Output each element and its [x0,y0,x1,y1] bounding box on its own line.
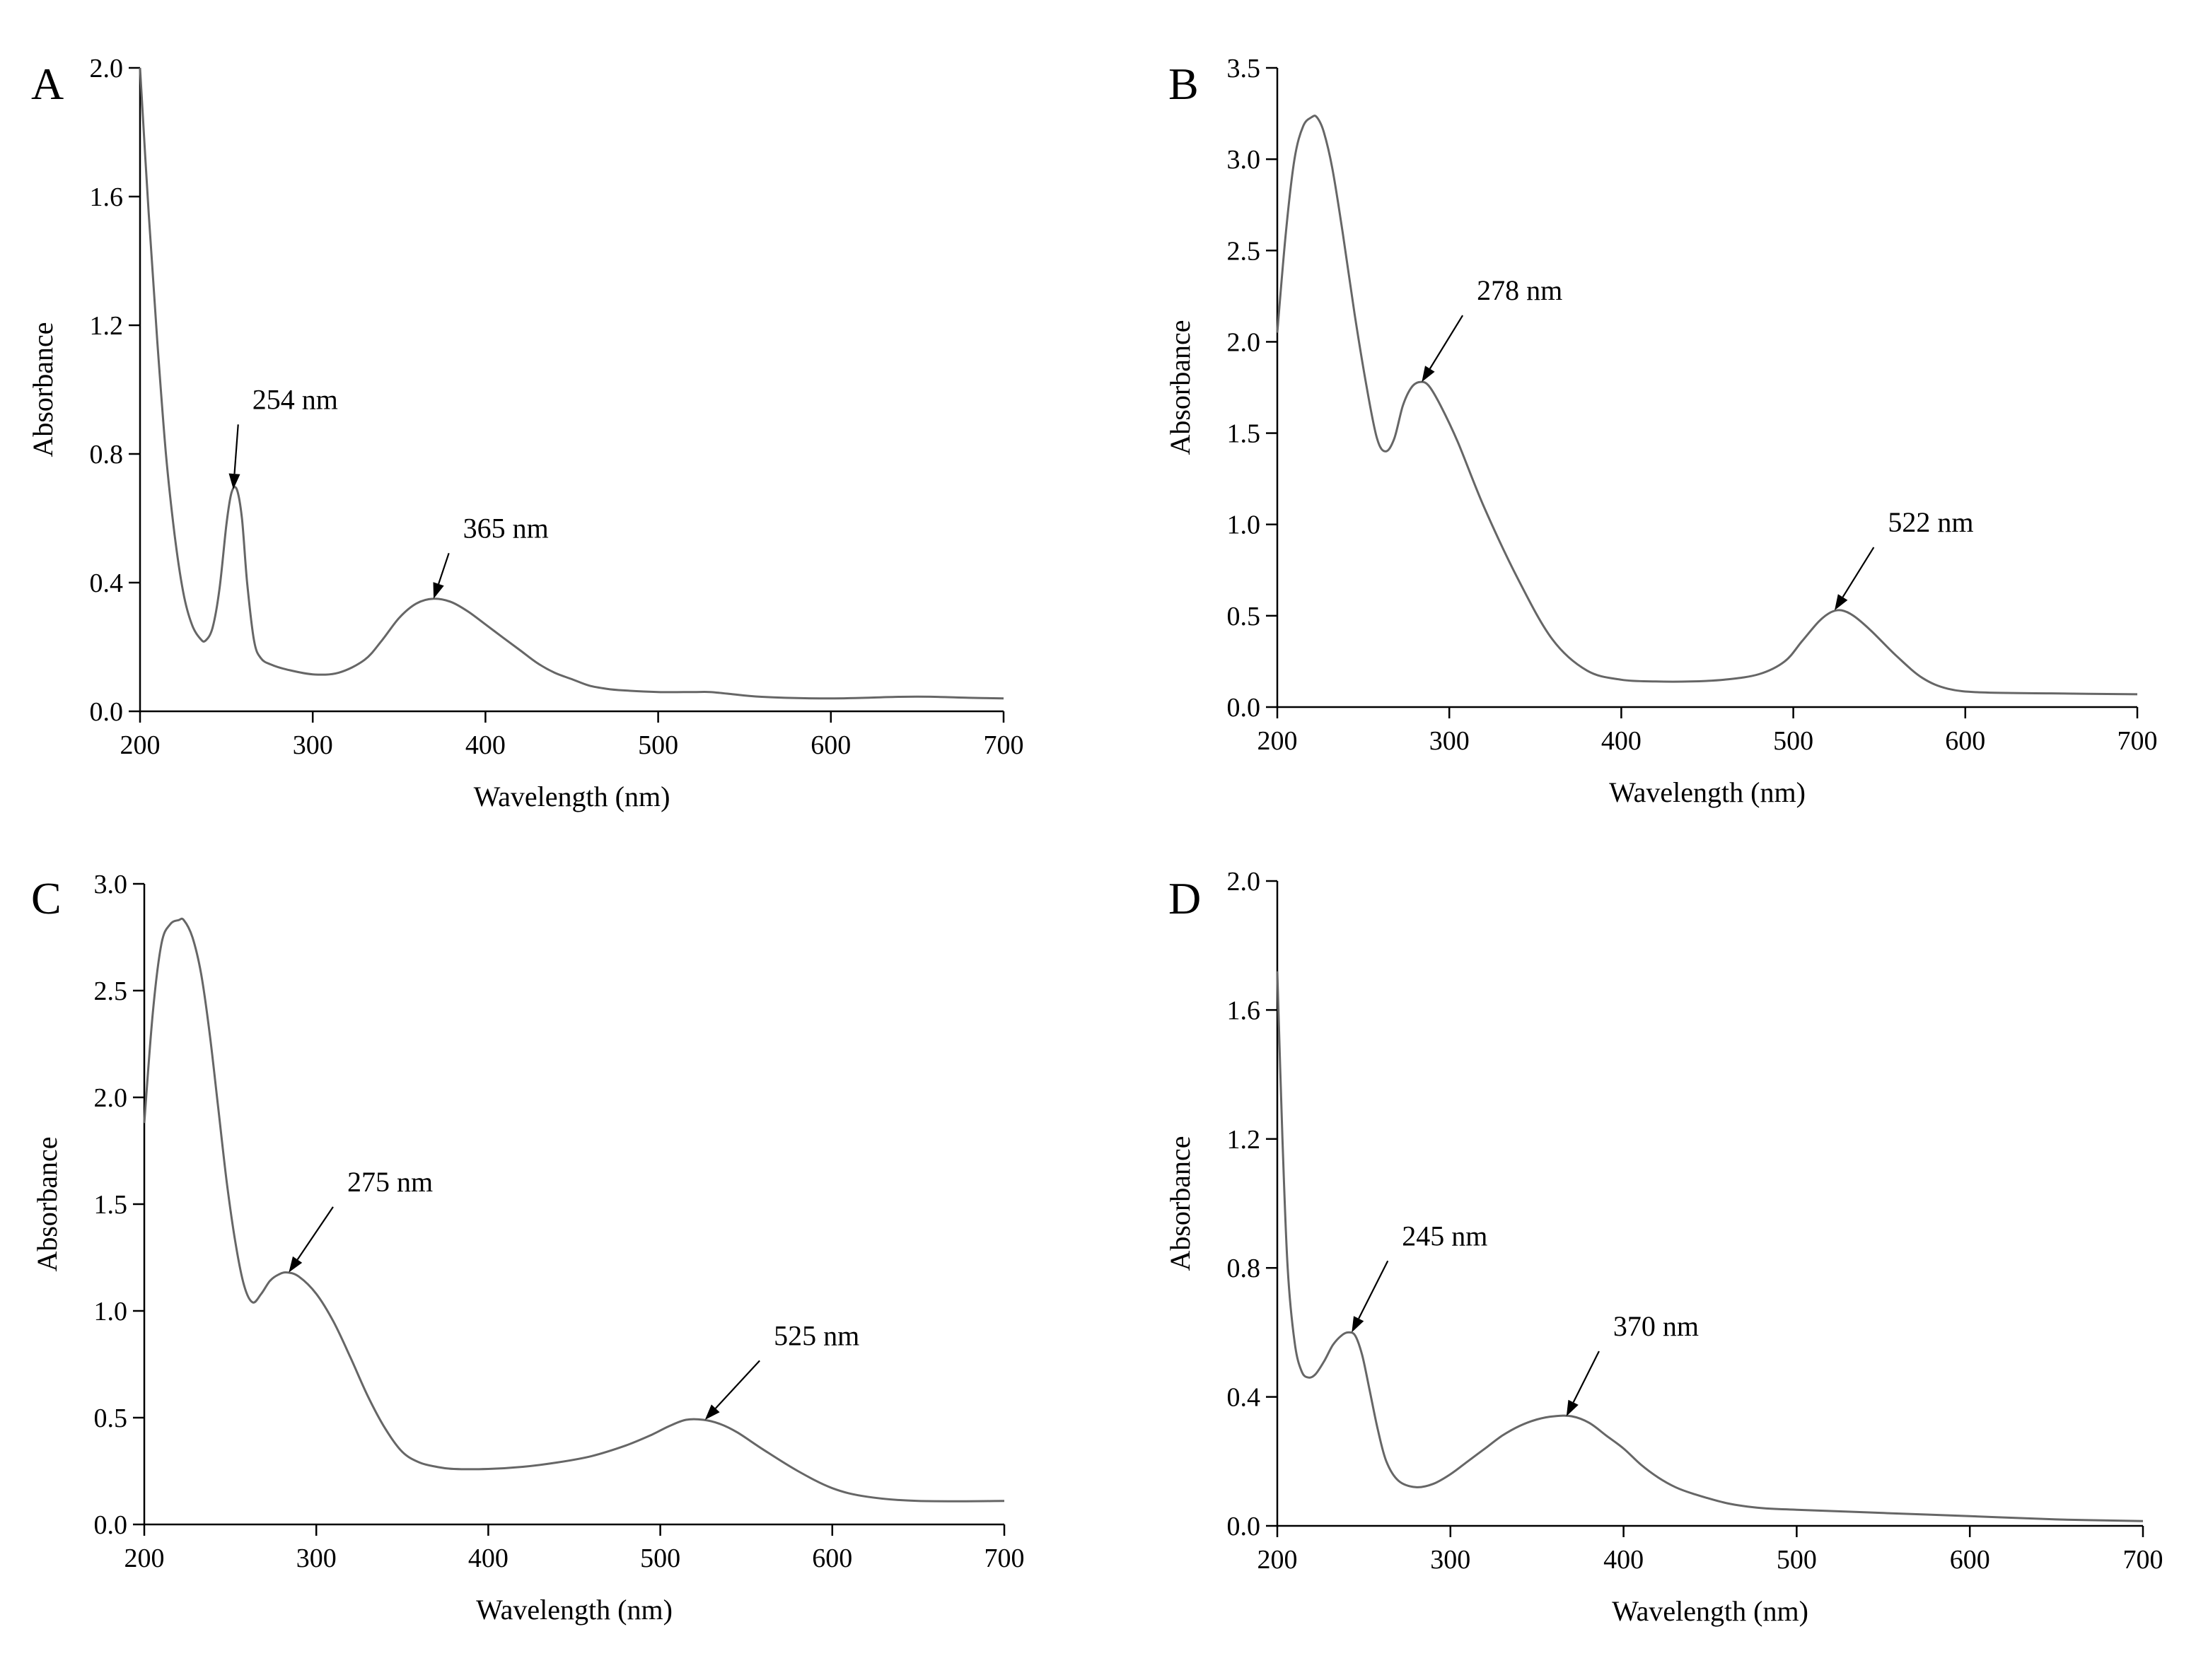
panel-a-annotation-arrowhead [433,582,444,599]
panel-c-x-tick-label: 300 [296,1544,337,1573]
panel-b-annotation-arrowhead [1835,594,1848,611]
panel-c-x-axis-title: Wavelength (nm) [476,1594,673,1626]
panel-c-peak-label-2: 525 nm [774,1319,859,1351]
panel-d-y-tick-label: 0.8 [1227,1254,1261,1283]
panel-a-x-tick-label: 700 [984,730,1024,760]
panel-a-spectrum-line [139,67,1004,700]
panel-c-x-tick-label: 600 [812,1544,852,1573]
panel-b: B 200 300 400 500 600 700 0.0 0.5 1.0 1.5 2.0 2.5 3.0… [1164,54,2158,808]
panel-b-peak-label-1: 278 nm [1477,274,1562,306]
panel-b-x-tick-label: 200 [1257,726,1298,756]
panel-d-x-tick-label: 200 [1257,1545,1298,1575]
panel-a-letter: A [31,59,64,109]
panel-d-spectrum-line [1276,971,2144,1522]
panel-c-x-tick-label: 200 [124,1544,165,1573]
panel-b-y-tick-label: 3.0 [1227,145,1261,175]
panel-b-x-tick-label: 400 [1601,726,1642,756]
panel-d-annotation-arrow [1358,1260,1389,1319]
panel-b-y-tick-label: 0.0 [1227,693,1261,723]
panel-a-y-axis-title: Absorbance [27,322,59,457]
panel-b-y-tick-label: 2.5 [1227,236,1261,266]
panel-a-y-tick-label: 1.2 [90,311,124,341]
panel-b-y-tick-label: 0.5 [1227,602,1261,631]
panel-a-annotation-arrowhead [228,473,240,489]
panel-b-y-tick-label: 1.5 [1227,419,1261,449]
panel-b-spectrum-line [1276,115,2138,696]
panel-b-peak-label-2: 522 nm [1888,506,1973,538]
panel-b-y-tick-label: 2.0 [1227,327,1261,357]
panel-b-annotation-arrow [1429,315,1464,370]
panel-c-annotation-arrow [296,1206,334,1261]
panel-c-x-tick-label: 400 [468,1544,509,1573]
panel-d-x-axis-title: Wavelength (nm) [1612,1595,1808,1627]
panel-d-y-tick-label: 0.4 [1227,1383,1261,1413]
panel-d-y-tick-label: 2.0 [1227,867,1261,897]
panel-d-x-tick-label: 600 [1950,1545,1990,1575]
panel-b-letter: B [1168,59,1199,109]
panel-d-y-tick-label: 0.0 [1227,1512,1261,1541]
panel-d-x-tick-label: 400 [1603,1545,1644,1575]
panel-a-y-tick-label: 1.6 [90,182,124,212]
panel-a-x-tick-label: 200 [120,730,161,760]
panel-c-spectrum-line [143,917,1005,1503]
panel-c: C 200 300 400 500 600 700 0.0 0.5 1.0 1.5 2.0 2.5 3.0… [31,870,1025,1626]
panel-d-x-tick-label: 500 [1777,1545,1817,1575]
panel-c-annotation-arrowhead [704,1404,720,1420]
panel-b-x-tick-label: 500 [1773,726,1813,756]
panel-d-letter: D [1168,873,1201,923]
panel-c-letter: C [31,873,62,923]
panel-a-x-tick-label: 600 [811,730,851,760]
panel-c-y-tick-label: 2.0 [94,1083,128,1113]
panel-b-x-tick-label: 700 [2117,726,2158,756]
panel-b-x-tick-label: 600 [1945,726,1985,756]
panel-d-peak-label-2: 370 nm [1613,1310,1699,1342]
panel-d-y-tick-label: 1.2 [1227,1125,1261,1155]
panel-c-annotation-arrowhead [289,1256,303,1273]
panel-b-x-tick-label: 300 [1429,726,1470,756]
panel-d-y-axis-title: Absorbance [1164,1136,1196,1271]
panel-b-annotation-arrow [1842,547,1875,598]
panel-d-annotation-arrowhead [1566,1399,1579,1416]
panel-c-peak-label-1: 275 nm [347,1166,433,1198]
panel-b-y-axis-title: Absorbance [1164,320,1196,455]
panel-a-x-tick-label: 300 [293,730,333,760]
panel-c-x-tick-label: 500 [640,1544,680,1573]
panel-d-annotation-arrow [1572,1351,1600,1403]
panel-c-y-tick-label: 1.5 [94,1190,128,1220]
panel-d: D 200 300 400 500 600 700 0.0 0.4 0.8 1.2 1.6 2.0 Wav… [1164,867,2163,1627]
panel-b-annotation-arrowhead [1422,366,1435,383]
panel-c-y-tick-label: 1.0 [94,1297,128,1326]
panel-d-annotation-arrowhead [1352,1316,1364,1333]
panel-a-x-tick-label: 400 [465,730,506,760]
panel-d-y-tick-label: 1.6 [1227,996,1261,1025]
panel-c-y-tick-label: 0.5 [94,1404,128,1433]
panel-c-y-tick-label: 2.5 [94,976,128,1006]
panel-c-x-tick-label: 700 [984,1544,1025,1573]
panel-a-annotation-arrow [233,424,239,474]
panel-b-y-tick-label: 3.5 [1227,54,1261,83]
panel-c-y-tick-label: 3.0 [94,870,128,899]
panel-a-y-tick-label: 0.8 [90,440,124,469]
panel-a-annotation-arrow [438,552,450,585]
panel-c-y-axis-title: Absorbance [31,1136,63,1271]
panel-b-x-axis-title: Wavelength (nm) [1609,776,1806,808]
panel-c-annotation-arrow [714,1360,760,1409]
panel-b-y-tick-label: 1.0 [1227,511,1261,540]
panel-d-x-tick-label: 700 [2123,1545,2163,1575]
panel-a-peak-label-2: 365 nm [463,512,549,544]
panel-c-y-tick-label: 0.0 [94,1510,128,1540]
panel-a-y-tick-label: 0.4 [90,568,124,598]
panel-a-x-tick-label: 500 [638,730,678,760]
panel-a-peak-label-1: 254 nm [252,383,338,415]
panel-d-peak-label-1: 245 nm [1402,1220,1487,1252]
panel-d-x-tick-label: 300 [1430,1545,1470,1575]
panel-a: A 200 300 400 500 600 700 0.0 0.4 0.8 1.2 1.6 2.0 Wav… [27,54,1024,812]
panel-a-y-tick-label: 0.0 [90,697,124,727]
panel-a-y-tick-label: 2.0 [90,54,124,83]
panel-a-x-axis-title: Wavelength (nm) [474,781,670,812]
